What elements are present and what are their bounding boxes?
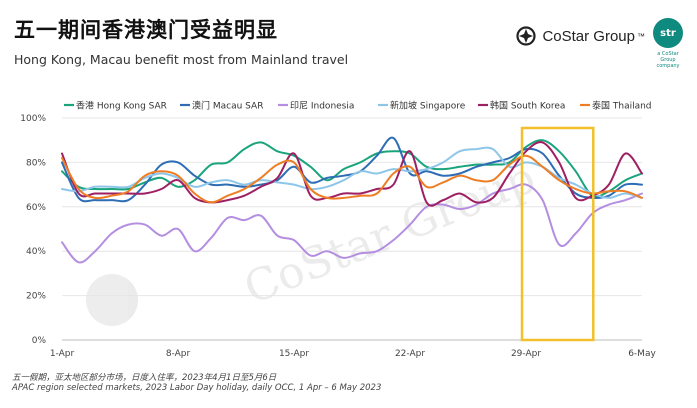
- legend-label: 泰国 Thailand: [592, 100, 652, 112]
- x-tick-label: 6-May: [628, 349, 656, 359]
- costar-star-icon: [516, 26, 537, 46]
- str-badge: str: [653, 18, 683, 48]
- brand-name: CoStar Group: [542, 27, 635, 45]
- y-tick-label: 20%: [26, 292, 46, 302]
- legend-label: 新加坡 Singapore: [390, 100, 466, 112]
- x-tick-label: 22-Apr: [395, 349, 425, 359]
- labor-day-highlight-box: [520, 126, 595, 342]
- y-tick-label: 80%: [26, 158, 46, 168]
- x-axis: 1-Apr 8-Apr 15-Apr 22-Apr 29-Apr 6-May: [50, 349, 657, 359]
- x-tick-label: 29-Apr: [511, 349, 541, 359]
- series-line-indonesia: [61, 183, 643, 264]
- str-badge-subtitle: a CoStar Group company: [656, 51, 680, 69]
- y-tick-label: 60%: [26, 203, 46, 213]
- chart-legend: 香港 Hong Kong SAR 澳门 Macau SAR 印尼 Indonesia…: [64, 100, 652, 112]
- y-tick-label: 40%: [26, 247, 46, 257]
- y-axis: 0% 20% 40% 60% 80% 100%: [20, 114, 46, 346]
- legend-label: 韩国 South Korea: [490, 100, 565, 112]
- series-line-thailand: [61, 154, 643, 204]
- page-title: 五一期间香港澳门受益明显: [14, 18, 278, 42]
- series-line-hongkong: [61, 139, 643, 198]
- legend-label: 香港 Hong Kong SAR: [76, 100, 167, 112]
- brand-tm: ™: [637, 31, 645, 41]
- footnote-chinese: 五一假期，亚太地区部分市场，日度入住率，2023年4月1日至5月6日: [12, 373, 277, 383]
- series-line-southkorea: [61, 141, 643, 207]
- x-tick-label: 8-Apr: [166, 349, 191, 359]
- y-tick-label: 100%: [20, 114, 46, 124]
- chart-series: [61, 136, 643, 264]
- footnote-english: APAC region selected markets, 2023 Labor…: [12, 383, 382, 393]
- page-subtitle: Hong Kong, Macau benefit most from Mainl…: [14, 52, 349, 67]
- x-tick-label: 1-Apr: [50, 349, 75, 359]
- legend-label: 澳门 Macau SAR: [192, 100, 263, 112]
- y-tick-label: 0%: [32, 336, 47, 346]
- watermark-str-circle: [86, 274, 138, 326]
- legend-label: 印尼 Indonesia: [290, 100, 354, 112]
- costar-logo: CoStar Group ™: [516, 26, 645, 46]
- x-tick-label: 15-Apr: [279, 349, 309, 359]
